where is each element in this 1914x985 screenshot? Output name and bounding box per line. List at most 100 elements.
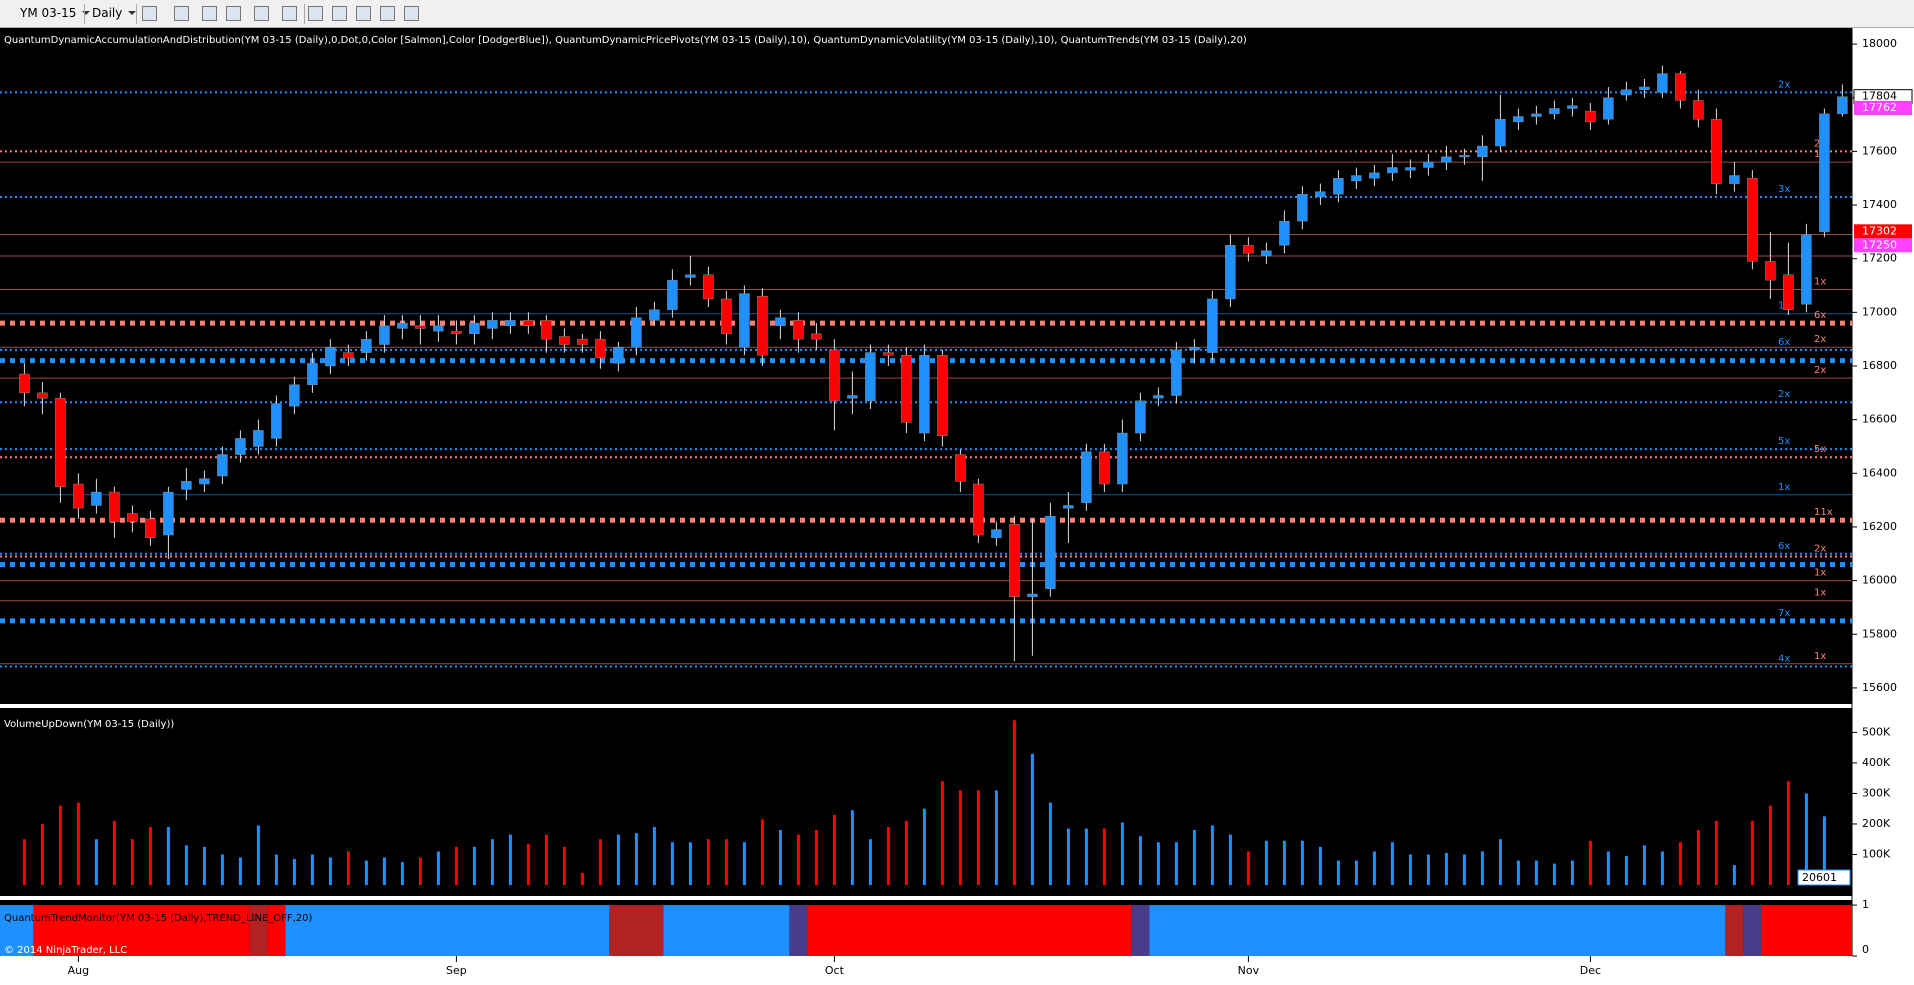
candle-body bbox=[757, 296, 768, 356]
volume-bar bbox=[688, 842, 692, 885]
x-tick-label: Sep bbox=[446, 964, 467, 977]
volume-bar bbox=[1426, 854, 1430, 885]
volume-bar bbox=[724, 839, 728, 885]
volume-bar bbox=[1624, 856, 1628, 885]
volume-bar bbox=[742, 842, 746, 885]
trend-segment bbox=[1761, 905, 1852, 956]
candle-body bbox=[343, 352, 354, 359]
candle-body bbox=[1423, 161, 1434, 168]
volume-bar bbox=[1588, 840, 1592, 885]
volume-bar bbox=[1120, 822, 1124, 885]
volume-bar bbox=[832, 814, 836, 885]
x-tick-label: Oct bbox=[825, 964, 845, 977]
trend-segment bbox=[249, 905, 268, 956]
volume-bar bbox=[1336, 860, 1340, 885]
candle-body bbox=[1225, 245, 1236, 300]
candle-body bbox=[1333, 177, 1344, 195]
candle-body bbox=[1639, 86, 1650, 90]
volume-bar bbox=[256, 825, 260, 885]
candle-body bbox=[433, 325, 444, 332]
data-box-button[interactable] bbox=[332, 6, 347, 21]
candle-body bbox=[955, 454, 966, 482]
pivot-level-label: 2x bbox=[1814, 334, 1826, 345]
y-tick-label: 200K bbox=[1862, 817, 1891, 830]
price-flag bbox=[1854, 100, 1912, 115]
y-tick-label: 18000 bbox=[1862, 37, 1897, 50]
candle-body bbox=[775, 317, 786, 327]
volume-bar bbox=[1552, 863, 1556, 885]
volume-bar bbox=[220, 854, 224, 885]
volume-bar bbox=[760, 819, 764, 885]
volume-bar bbox=[166, 827, 170, 885]
candle-body bbox=[1261, 250, 1272, 257]
pivot-level-label: 2x bbox=[1814, 365, 1826, 376]
properties-button[interactable] bbox=[308, 6, 323, 21]
volume-bar bbox=[1390, 842, 1394, 885]
candle-body bbox=[613, 346, 624, 364]
volume-bar bbox=[1318, 846, 1322, 885]
pivot-level-label: 1x bbox=[1814, 277, 1826, 288]
candle-body bbox=[919, 355, 930, 434]
volume-bar bbox=[346, 851, 350, 885]
volume-bar bbox=[1408, 854, 1412, 885]
zoom-button[interactable] bbox=[282, 6, 297, 21]
separator bbox=[136, 4, 137, 24]
candle-body bbox=[1477, 145, 1488, 158]
volume-bar bbox=[1786, 781, 1790, 885]
chart-style-button[interactable] bbox=[142, 6, 157, 21]
candle-body bbox=[1297, 194, 1308, 222]
volume-bar bbox=[1462, 854, 1466, 885]
refresh-button[interactable] bbox=[380, 6, 395, 21]
candle-body bbox=[1045, 515, 1056, 589]
y-tick-label: 16600 bbox=[1862, 413, 1897, 426]
volume-bar bbox=[544, 834, 548, 885]
indicator-button[interactable] bbox=[202, 6, 217, 21]
candle-body bbox=[1081, 451, 1092, 504]
volume-bar bbox=[1246, 851, 1250, 885]
volume-bar bbox=[994, 790, 998, 885]
cursor-button[interactable] bbox=[254, 6, 269, 21]
volume-bar bbox=[310, 854, 314, 885]
candle-body bbox=[127, 513, 138, 522]
candle-body bbox=[1675, 73, 1686, 101]
candle-body bbox=[235, 438, 246, 455]
candle-body bbox=[469, 322, 480, 335]
candle-body bbox=[595, 338, 606, 359]
separator bbox=[304, 4, 305, 24]
candle-body bbox=[1729, 175, 1740, 184]
x-tick-label: Dec bbox=[1580, 964, 1601, 977]
volume-panel bbox=[0, 708, 1852, 896]
x-tick-label: Aug bbox=[68, 964, 89, 977]
volume-bar bbox=[1192, 830, 1196, 885]
candle-body bbox=[1765, 261, 1776, 281]
price-flag bbox=[1854, 238, 1912, 253]
layout-button[interactable] bbox=[404, 6, 419, 21]
candle-body bbox=[181, 481, 192, 490]
period-selector[interactable]: Daily bbox=[88, 5, 140, 22]
candle-body bbox=[379, 325, 390, 345]
candle-body bbox=[1801, 234, 1812, 305]
y-tick-label: 100K bbox=[1862, 847, 1891, 860]
candle-body bbox=[1693, 100, 1704, 120]
snapshot-button[interactable] bbox=[356, 6, 371, 21]
volume-bar bbox=[1696, 830, 1700, 885]
candle-body bbox=[1369, 172, 1380, 179]
volume-bar bbox=[1660, 851, 1664, 885]
volume-bar bbox=[1714, 820, 1718, 885]
candle-body bbox=[415, 325, 426, 329]
volume-bar bbox=[904, 820, 908, 885]
strategy-button[interactable] bbox=[226, 6, 241, 21]
price-panel-title: QuantumDynamicAccumulationAndDistributio… bbox=[4, 35, 1247, 46]
volume-bar bbox=[796, 834, 800, 885]
candle-body bbox=[1441, 156, 1452, 163]
candle-body bbox=[91, 491, 102, 506]
volume-bar bbox=[436, 851, 440, 885]
volume-bar bbox=[238, 857, 242, 885]
instrument-selector[interactable]: YM 03-15 bbox=[16, 5, 94, 22]
candle-body bbox=[973, 483, 984, 536]
trend-segment bbox=[1149, 905, 1726, 956]
candle-body bbox=[397, 322, 408, 329]
volume-bar bbox=[130, 839, 134, 885]
draw-button[interactable] bbox=[174, 6, 189, 21]
